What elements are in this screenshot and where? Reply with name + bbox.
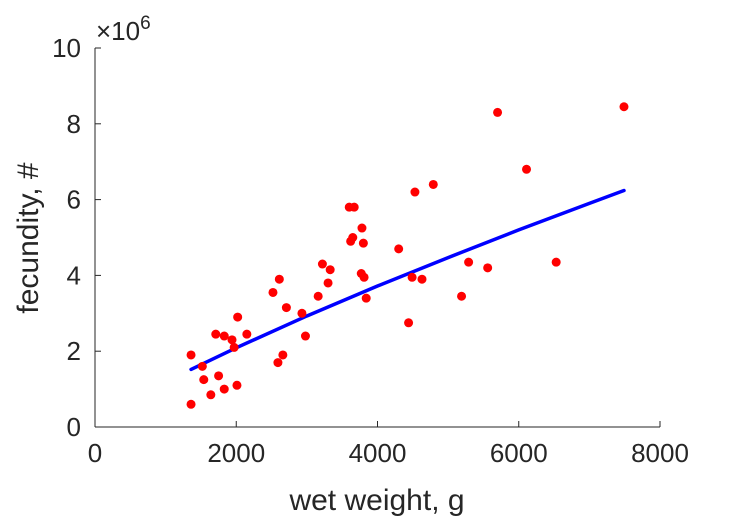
y-exponent-label: ×106 — [96, 13, 151, 46]
data-point — [278, 350, 288, 360]
data-point — [297, 308, 307, 318]
x-tick-label: 8000 — [631, 438, 689, 468]
data-point — [357, 223, 367, 233]
data-point — [197, 361, 207, 371]
fit-line — [189, 188, 626, 372]
y-axis-label: fecundity, # — [12, 162, 45, 314]
data-point — [227, 335, 237, 345]
data-point — [232, 380, 242, 390]
data-point — [394, 244, 404, 254]
axes — [94, 48, 660, 428]
data-point — [493, 107, 503, 117]
data-point — [229, 342, 239, 352]
data-point — [457, 291, 467, 301]
data-point — [206, 390, 216, 400]
data-point — [242, 329, 252, 339]
data-point — [300, 331, 310, 341]
data-point — [358, 238, 368, 248]
fit-series — [189, 188, 626, 372]
data-point — [551, 257, 561, 267]
data-point — [268, 287, 278, 297]
data-point — [407, 272, 417, 282]
x-axis-label: wet weight, g — [288, 484, 464, 517]
x-ticks: 0 2000 4000 6000 8000 — [88, 421, 689, 468]
y-tick-label: 0 — [67, 412, 81, 442]
data-point — [349, 202, 359, 212]
data-point — [428, 179, 438, 189]
data-point — [348, 233, 358, 242]
x-tick-label: 6000 — [490, 438, 548, 468]
data-point — [274, 274, 284, 284]
data-point — [325, 265, 335, 275]
data-point — [404, 318, 414, 328]
y-tick-label: 6 — [67, 185, 81, 215]
data-point — [199, 375, 209, 385]
data-point — [361, 293, 371, 303]
data-point — [323, 278, 333, 288]
y-tick-label: 8 — [67, 109, 81, 139]
data-point — [619, 102, 629, 112]
data-point — [522, 164, 532, 174]
x-tick-label: 2000 — [207, 438, 265, 468]
data-point — [186, 399, 196, 409]
data-point — [410, 187, 420, 197]
data-point — [359, 272, 369, 282]
y-tick-label: 10 — [52, 33, 81, 63]
data-point — [273, 358, 283, 368]
data-point — [483, 263, 493, 273]
y-ticks: 0 2 4 6 8 10 — [52, 33, 101, 442]
data-point — [211, 329, 221, 339]
data-point — [233, 312, 243, 322]
data-point — [313, 291, 323, 301]
data-point — [214, 371, 224, 381]
data-point — [186, 350, 196, 360]
y-tick-label: 4 — [67, 260, 81, 290]
data-point — [281, 303, 291, 313]
data-point — [464, 257, 474, 267]
data-point — [219, 331, 229, 341]
x-tick-label: 0 — [88, 438, 102, 468]
y-tick-label: 2 — [67, 336, 81, 366]
data-point — [417, 274, 427, 284]
data-points — [186, 102, 629, 409]
data-point — [219, 384, 229, 394]
data-point — [317, 259, 327, 269]
x-tick-label: 4000 — [349, 438, 407, 468]
